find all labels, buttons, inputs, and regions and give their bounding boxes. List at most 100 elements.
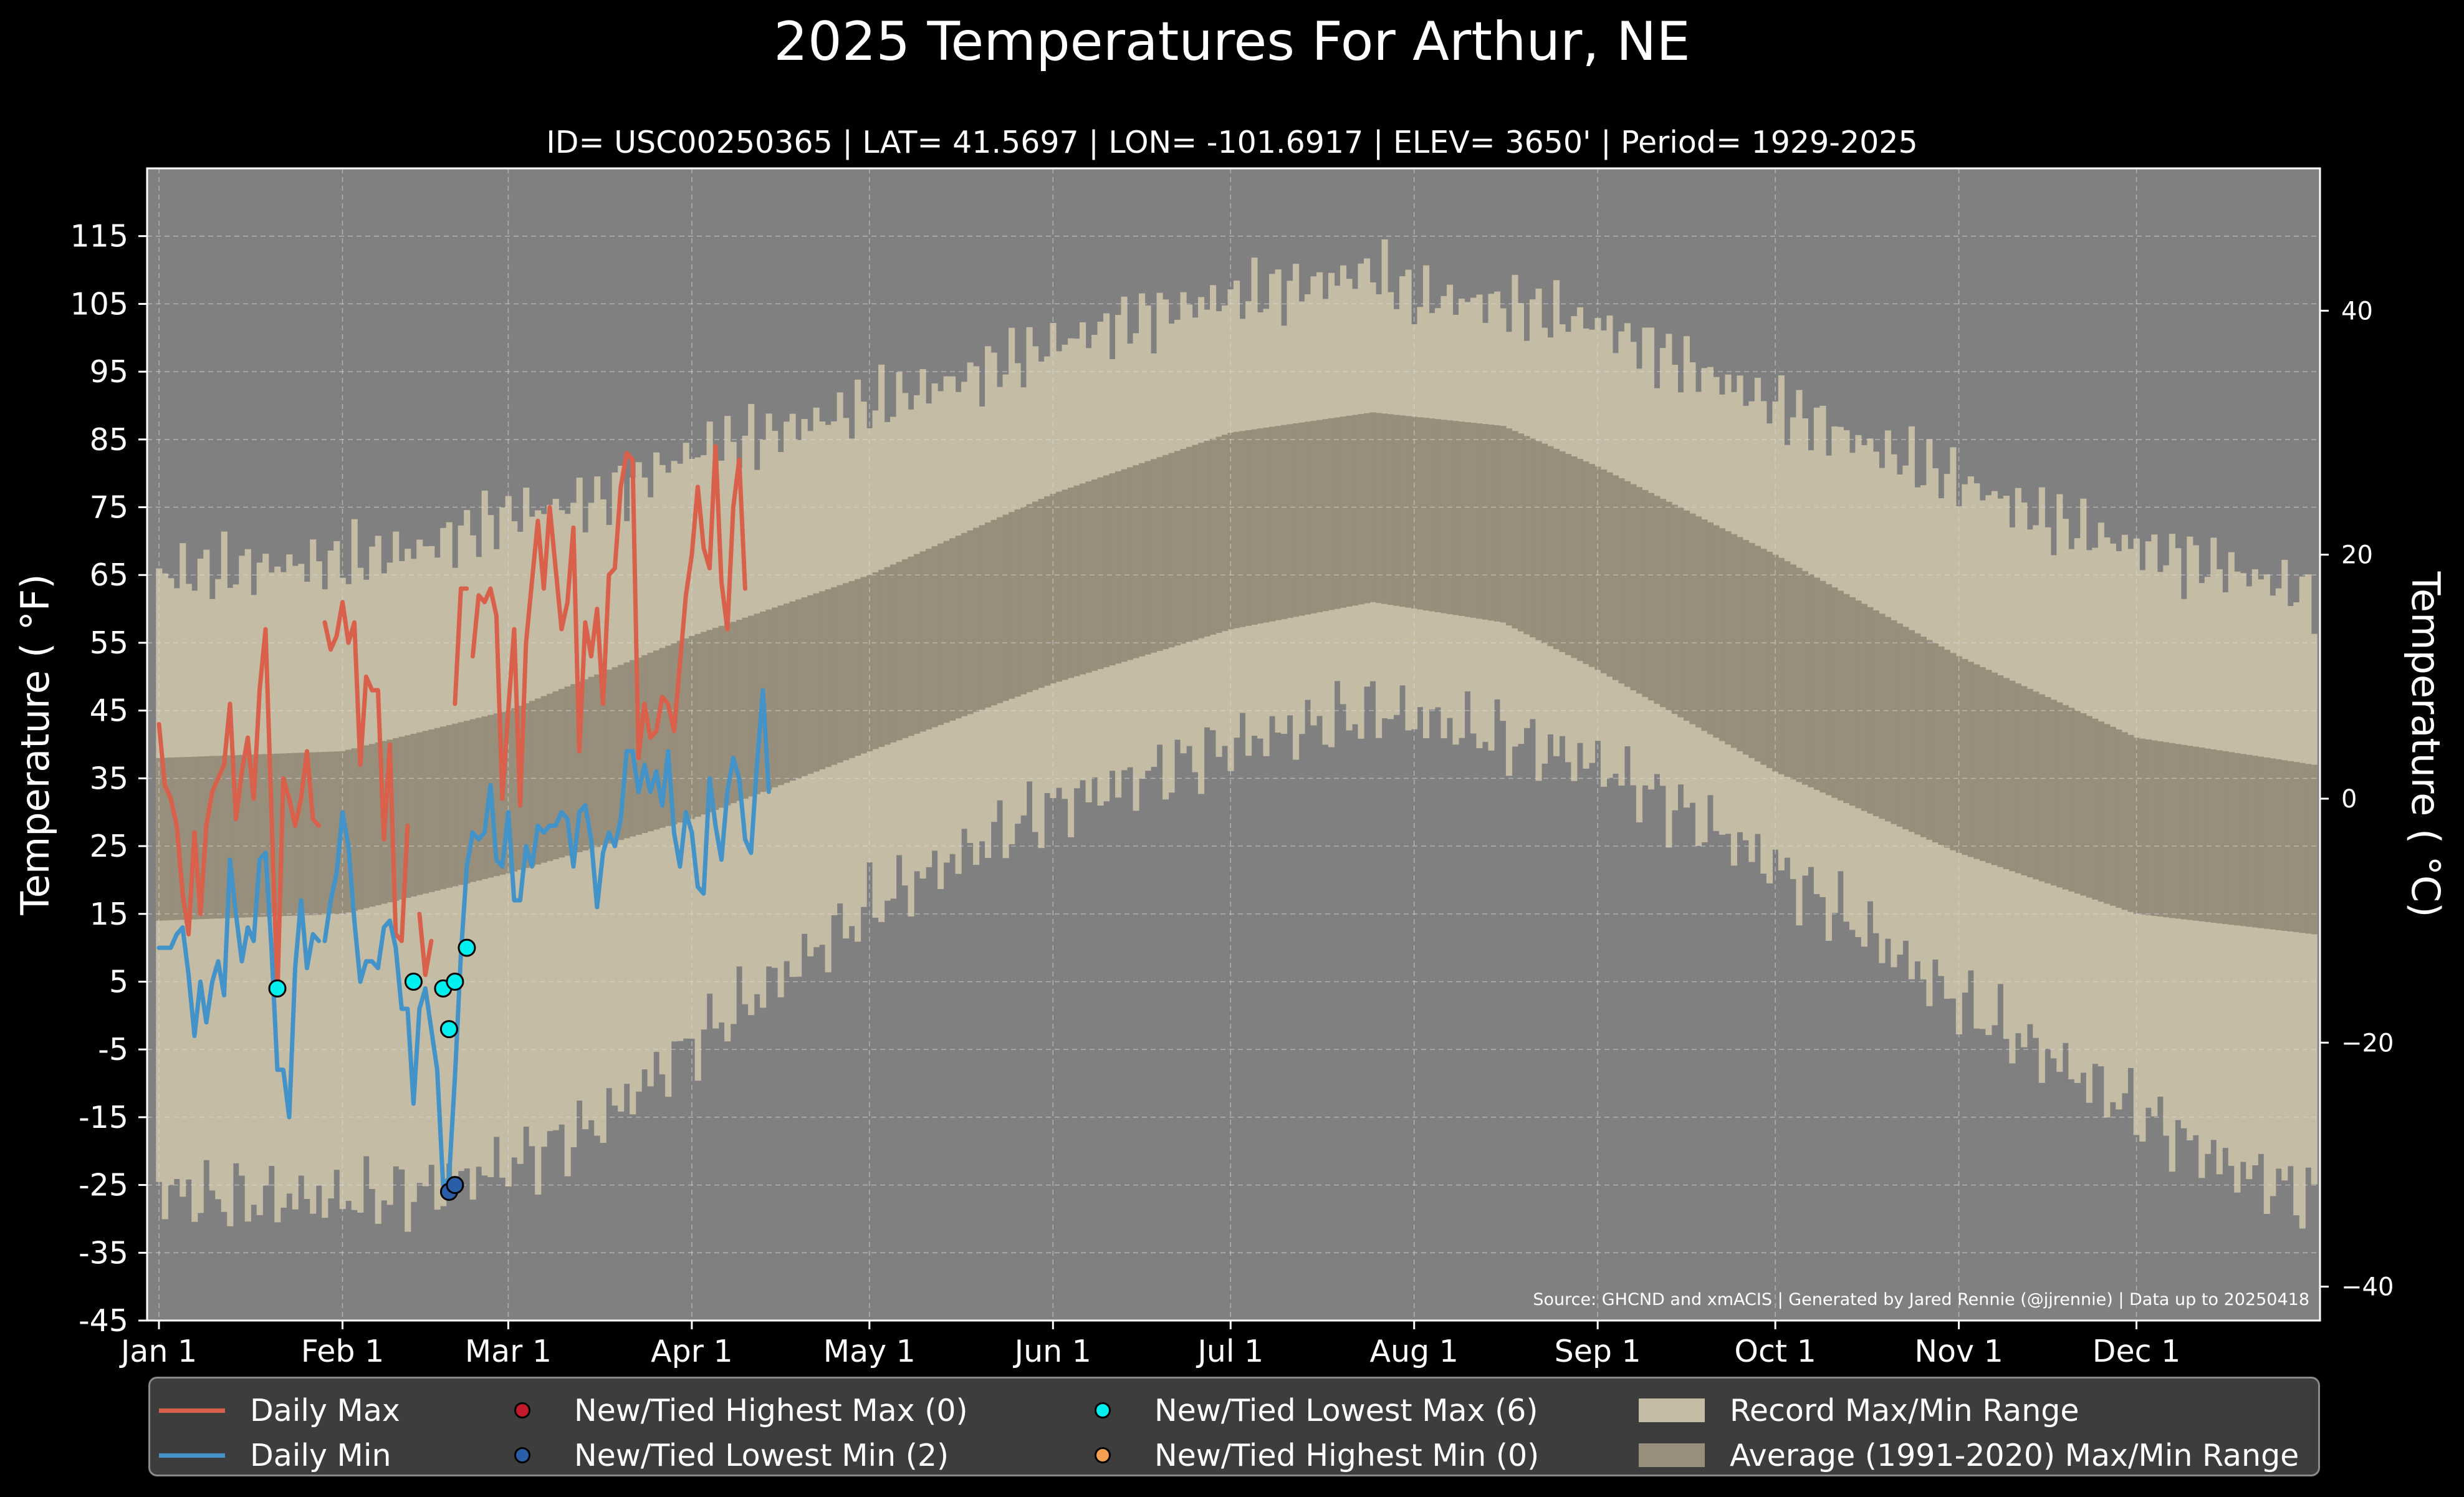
average-range-bar [1151, 459, 1158, 653]
average-range-bar [943, 541, 950, 723]
average-range-bar [1576, 459, 1584, 662]
average-range-bar [315, 752, 322, 915]
average-range-bar [1009, 512, 1015, 699]
source-note: Source: GHCND and xmACIS | Generated by … [1533, 1290, 2309, 1309]
y-tick-label-left: 75 [90, 490, 128, 526]
average-range-bar [1737, 537, 1743, 751]
average-range-bar [1144, 461, 1151, 655]
average-range-bar [1730, 534, 1737, 748]
daily-max-line [156, 444, 747, 998]
legend-average-range: Average (1991-2020) Max/Min Range [1639, 1433, 2299, 1477]
average-range-bar [937, 543, 944, 725]
average-range-bar [2228, 752, 2235, 925]
average-range-bar [1482, 424, 1489, 620]
x-tick-label: May 1 [823, 1334, 916, 1369]
average-range-bar [1754, 546, 1761, 762]
average-range-bar [1908, 630, 1915, 832]
y-axis-label-left: Temperature ( °F) [12, 574, 58, 915]
average-range-bar [1222, 435, 1229, 632]
average-range-bar [161, 758, 168, 921]
average-range-bar [2210, 749, 2217, 923]
average-range-bar [244, 754, 251, 918]
average-range-swatch [1639, 1443, 1705, 1467]
average-range-bar [2056, 702, 2063, 888]
y-tick-label-left: 105 [70, 286, 128, 322]
average-range-bar [1127, 467, 1134, 660]
record-range-swatch [1639, 1398, 1705, 1422]
average-range-bar [232, 755, 239, 918]
average-range-bar [511, 708, 518, 872]
average-range-bar [1358, 414, 1364, 605]
average-range-bar [1002, 514, 1009, 701]
average-range-bar [2293, 762, 2300, 933]
average-range-bar [1500, 426, 1507, 623]
legend-record-range: Record Max/Min Range [1639, 1389, 2079, 1432]
lowest-max-marker [268, 979, 287, 998]
average-range-bar [748, 615, 755, 797]
average-range-bar [2026, 688, 2033, 878]
average-range-bar [523, 703, 530, 869]
average-range-bar [1778, 557, 1785, 774]
average-range-bar [848, 581, 855, 758]
x-tick-label: Feb 1 [301, 1334, 385, 1369]
average-range-bar [860, 577, 867, 754]
average-range-bar [618, 665, 625, 840]
average-range-bar [1902, 627, 1909, 830]
average-range-bar [641, 655, 648, 834]
average-range-bar [1422, 418, 1430, 611]
y-tick-label-left: 65 [90, 557, 128, 593]
average-range-bar [327, 751, 334, 915]
average-range-bar [1304, 421, 1311, 615]
average-range-bar [1340, 416, 1347, 608]
average-range-bar [1559, 451, 1566, 652]
average-range-bar [730, 622, 737, 804]
daily-min-swatch [159, 1453, 225, 1458]
average-range-bar [1967, 662, 1974, 857]
average-range-bar [2151, 740, 2158, 917]
x-tick-label: Nov 1 [1914, 1334, 2003, 1369]
average-range-bar [2299, 763, 2306, 933]
average-range-bar [428, 729, 435, 892]
average-range-bar [1287, 424, 1293, 619]
average-range-bar [2163, 742, 2170, 918]
average-range-bar [410, 733, 417, 897]
average-range-bar [1417, 417, 1424, 610]
average-range-bar [1251, 429, 1258, 625]
average-range-bar [671, 643, 678, 824]
y-tick-label-left: 15 [90, 897, 128, 932]
average-range-bar [701, 632, 707, 815]
average-range-bar [1204, 440, 1210, 637]
average-range-bar [1529, 438, 1536, 638]
average-range-bar [819, 591, 826, 769]
average-range-bar [1470, 423, 1477, 618]
average-range-bar [1535, 441, 1542, 640]
average-range-bar [493, 713, 500, 877]
average-range-bar [1020, 506, 1027, 695]
average-range-bar [286, 753, 293, 916]
average-range-bar [1991, 672, 1998, 865]
average-range-bar [1139, 463, 1146, 657]
average-range-bar [955, 536, 962, 719]
average-range-bar [1322, 419, 1329, 612]
y-tick-label-left: 95 [90, 354, 128, 390]
average-range-bar [979, 525, 985, 710]
average-range-bar [2092, 718, 2099, 900]
average-range-bar [961, 532, 968, 716]
average-range-bar [1298, 422, 1305, 616]
average-range-bar [1446, 420, 1454, 614]
legend-label: Record Max/Min Range [1730, 1392, 2079, 1428]
average-range-bar [1174, 451, 1181, 646]
average-range-bar [168, 758, 175, 920]
average-range-bar [706, 630, 713, 812]
average-range-bar [393, 738, 400, 901]
average-range-bar [831, 587, 838, 765]
average-range-bar [1683, 510, 1690, 721]
average-range-bar [1245, 430, 1252, 626]
average-range-bar [647, 653, 654, 832]
average-range-bar [2175, 744, 2182, 919]
average-range-bar [1387, 414, 1394, 605]
average-range-bar [1257, 428, 1264, 624]
average-range-bar [2074, 710, 2081, 894]
lowest-max-marker [439, 1020, 458, 1039]
average-range-bar [2180, 744, 2187, 920]
